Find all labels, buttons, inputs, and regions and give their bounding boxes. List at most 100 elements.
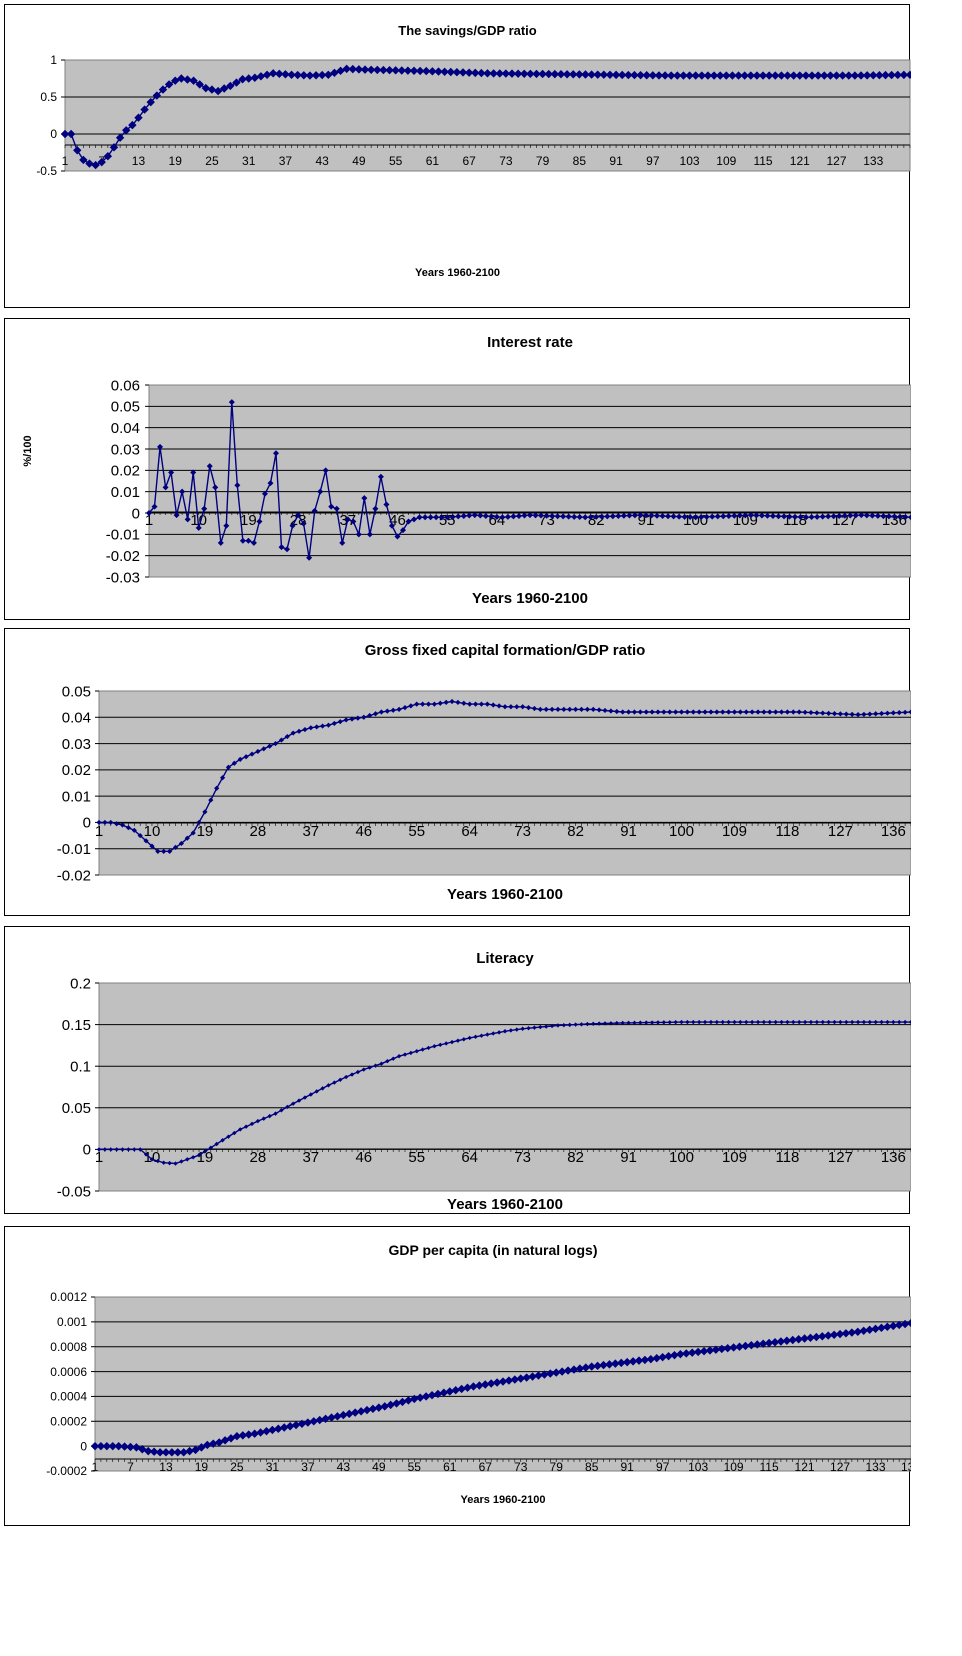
- data-point: [865, 1325, 874, 1335]
- data-point: [715, 71, 725, 80]
- data-point: [642, 71, 651, 80]
- data-point: [427, 514, 434, 521]
- data-point: [676, 1349, 685, 1359]
- data-point: [676, 513, 683, 520]
- data-point: [243, 1124, 249, 1129]
- data-point: [226, 1434, 236, 1443]
- data-point: [408, 1050, 414, 1056]
- data-point: [245, 537, 252, 544]
- data-point: [485, 1032, 490, 1037]
- data-point: [579, 1022, 584, 1027]
- data-point: [797, 1019, 802, 1025]
- data-point: [758, 71, 768, 80]
- plot-area: [98, 982, 911, 1192]
- data-point: [168, 469, 175, 476]
- data-point: [226, 81, 235, 91]
- data-point: [281, 70, 290, 79]
- data-point: [905, 70, 911, 79]
- data-point: [543, 1024, 549, 1029]
- data-point: [794, 1335, 803, 1344]
- data-point: [483, 69, 492, 78]
- x-tick-label: 136: [881, 823, 906, 840]
- data-point: [546, 1369, 555, 1378]
- data-point: [207, 85, 217, 94]
- data-point: [725, 512, 732, 519]
- x-tick-label: 100: [669, 823, 694, 840]
- data-point: [856, 71, 866, 80]
- data-point: [256, 518, 263, 525]
- data-point: [565, 513, 572, 520]
- data-point: [747, 512, 754, 519]
- data-point: [178, 840, 184, 847]
- data-point: [705, 1346, 715, 1355]
- x-tick-label: 37: [302, 1149, 319, 1166]
- data-point: [410, 1394, 419, 1404]
- data-point: [764, 71, 774, 80]
- x-tick-label: 31: [242, 154, 256, 168]
- data-point: [367, 712, 373, 719]
- y-tick-label: 0.0006: [50, 1365, 87, 1379]
- x-tick-label: 25: [230, 1460, 244, 1474]
- data-point: [479, 1033, 484, 1038]
- data-point: [190, 469, 197, 476]
- data-point: [278, 544, 285, 551]
- x-tick-label: 118: [775, 823, 799, 840]
- x-tick-label: 109: [716, 154, 736, 168]
- x-tick-label: 43: [315, 154, 329, 168]
- data-point: [285, 1422, 295, 1431]
- data-point: [268, 1425, 277, 1435]
- data-point: [493, 513, 500, 520]
- data-point: [775, 513, 782, 520]
- y-tick-label: 0.01: [62, 788, 91, 805]
- data-point: [520, 704, 526, 710]
- data-point: [790, 709, 796, 715]
- data-point: [343, 1074, 349, 1080]
- data-point: [626, 512, 633, 519]
- data-point: [477, 68, 486, 78]
- data-point: [863, 512, 870, 519]
- x-tick-label: 55: [408, 1460, 422, 1474]
- data-point: [806, 1333, 815, 1342]
- data-point: [596, 707, 602, 713]
- data-point: [534, 1371, 543, 1380]
- y-tick-label: 0.5: [40, 90, 57, 104]
- data-point: [520, 1026, 525, 1031]
- data-point: [405, 518, 412, 525]
- data-point: [661, 1020, 667, 1025]
- data-point: [189, 76, 198, 85]
- data-point: [692, 514, 699, 521]
- data-point: [212, 484, 219, 491]
- data-point: [158, 85, 168, 94]
- data-point: [157, 443, 164, 450]
- data-point: [96, 1147, 102, 1152]
- data-point: [620, 1020, 625, 1026]
- data-point: [349, 716, 355, 722]
- data-point: [696, 709, 702, 715]
- x-tick-label: 61: [426, 154, 440, 168]
- data-point: [620, 709, 626, 715]
- x-tick-label: 10: [144, 823, 161, 840]
- savings-gdp-chart-svg: The savings/GDP ratio10.50-0.51713192531…: [36, 23, 911, 279]
- x-tick-label: 43: [337, 1460, 351, 1474]
- data-point: [830, 513, 837, 520]
- data-point: [344, 516, 351, 523]
- data-point: [232, 78, 241, 87]
- y-tick-label: 0.0002: [50, 1414, 87, 1428]
- data-point: [742, 512, 749, 519]
- x-tick-label: 115: [760, 1460, 779, 1474]
- data-point: [714, 513, 721, 520]
- data-point: [293, 70, 302, 80]
- chart-title: GDP per capita (in natural logs): [388, 1242, 597, 1258]
- data-point: [649, 1020, 655, 1025]
- data-point: [582, 514, 589, 521]
- data-point: [884, 710, 891, 716]
- y-tick-label: 1: [50, 53, 57, 67]
- x-tick-label: 64: [461, 1149, 478, 1166]
- data-point: [184, 516, 191, 523]
- data-point: [502, 1029, 508, 1034]
- data-point: [599, 70, 609, 79]
- x-tick-label: 97: [656, 1460, 670, 1474]
- chart-title: Gross fixed capital formation/GDP ratio: [365, 642, 646, 659]
- data-point: [862, 71, 872, 80]
- y-tick-label: 0.06: [111, 377, 140, 394]
